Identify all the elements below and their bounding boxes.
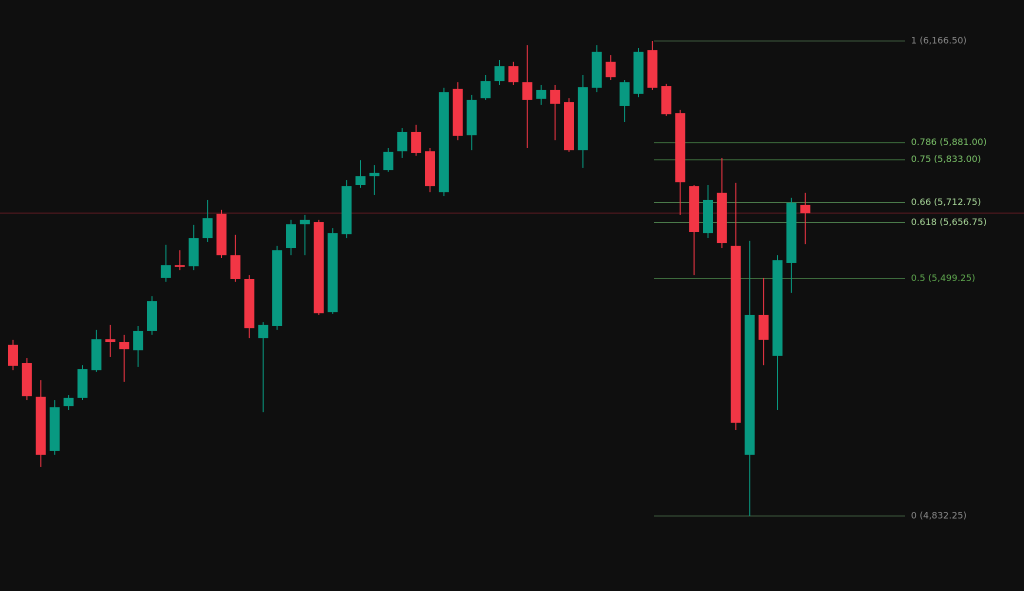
- candle-body: [327, 233, 338, 313]
- candle-body: [202, 218, 213, 239]
- candle-body: [77, 369, 88, 398]
- candle-body: [49, 407, 60, 451]
- candle-body: [188, 238, 199, 267]
- candle-body: [633, 51, 644, 94]
- candle-body: [786, 202, 797, 263]
- candle-body: [536, 89, 547, 99]
- candle-body: [383, 151, 394, 171]
- candle-body: [369, 172, 380, 177]
- candle-body: [438, 92, 449, 193]
- candle-body: [480, 81, 491, 99]
- candle-body: [397, 131, 408, 152]
- fib-level-label: 0.618 (5,656.75): [911, 218, 987, 228]
- candle-body: [758, 314, 769, 340]
- candle-body: [299, 219, 310, 225]
- candle-body: [522, 82, 533, 100]
- candle-body: [508, 66, 519, 83]
- candle-body: [675, 113, 686, 183]
- candle-body: [661, 86, 672, 115]
- candle-body: [63, 397, 74, 407]
- fib-level-label: 0.75 (5,833.00): [911, 155, 981, 165]
- candle-body: [744, 314, 755, 455]
- fib-level-label: 0.66 (5,712.75): [911, 198, 981, 208]
- candle-body: [355, 176, 366, 186]
- candle-body: [619, 82, 630, 106]
- candle-body: [8, 344, 18, 366]
- candle-body: [244, 278, 255, 329]
- candle-body: [119, 342, 130, 350]
- fib-level-label: 0.786 (5,881.00): [911, 138, 987, 148]
- fib-level-label: 0.5 (5,499.25): [911, 274, 975, 284]
- candle-body: [105, 339, 116, 343]
- candle-body: [577, 87, 588, 151]
- candle-body: [147, 301, 157, 331]
- candle-body: [591, 51, 602, 88]
- candle-body: [160, 265, 171, 278]
- candle-body: [341, 186, 352, 235]
- candle-body: [689, 186, 700, 233]
- candle-body: [411, 131, 422, 153]
- candle-body: [703, 199, 713, 234]
- candle-body: [425, 151, 435, 187]
- candle-body: [466, 99, 477, 136]
- candle-body: [21, 363, 32, 397]
- candle-body: [647, 50, 658, 88]
- candle-body: [452, 88, 463, 136]
- candle-body: [272, 250, 283, 326]
- candle-body: [800, 204, 811, 214]
- candle-body: [258, 324, 269, 339]
- candle-body: [35, 396, 46, 455]
- candle-body: [605, 61, 616, 78]
- candle-body: [133, 330, 144, 351]
- candle-body: [564, 102, 574, 151]
- candle-body: [286, 224, 296, 249]
- candle-body: [230, 255, 241, 279]
- candle-body: [730, 245, 741, 423]
- candle-body: [494, 66, 505, 82]
- candle-body: [91, 339, 102, 371]
- candle-body: [550, 89, 561, 104]
- fib-level-label: 1 (6,166.50): [911, 37, 967, 47]
- candle-body: [216, 213, 227, 256]
- fib-level-label: 0 (4,832.25): [911, 512, 967, 522]
- candle-body: [772, 260, 783, 356]
- candle-body: [174, 265, 185, 267]
- candle-body: [716, 192, 727, 244]
- candle-body: [313, 222, 324, 314]
